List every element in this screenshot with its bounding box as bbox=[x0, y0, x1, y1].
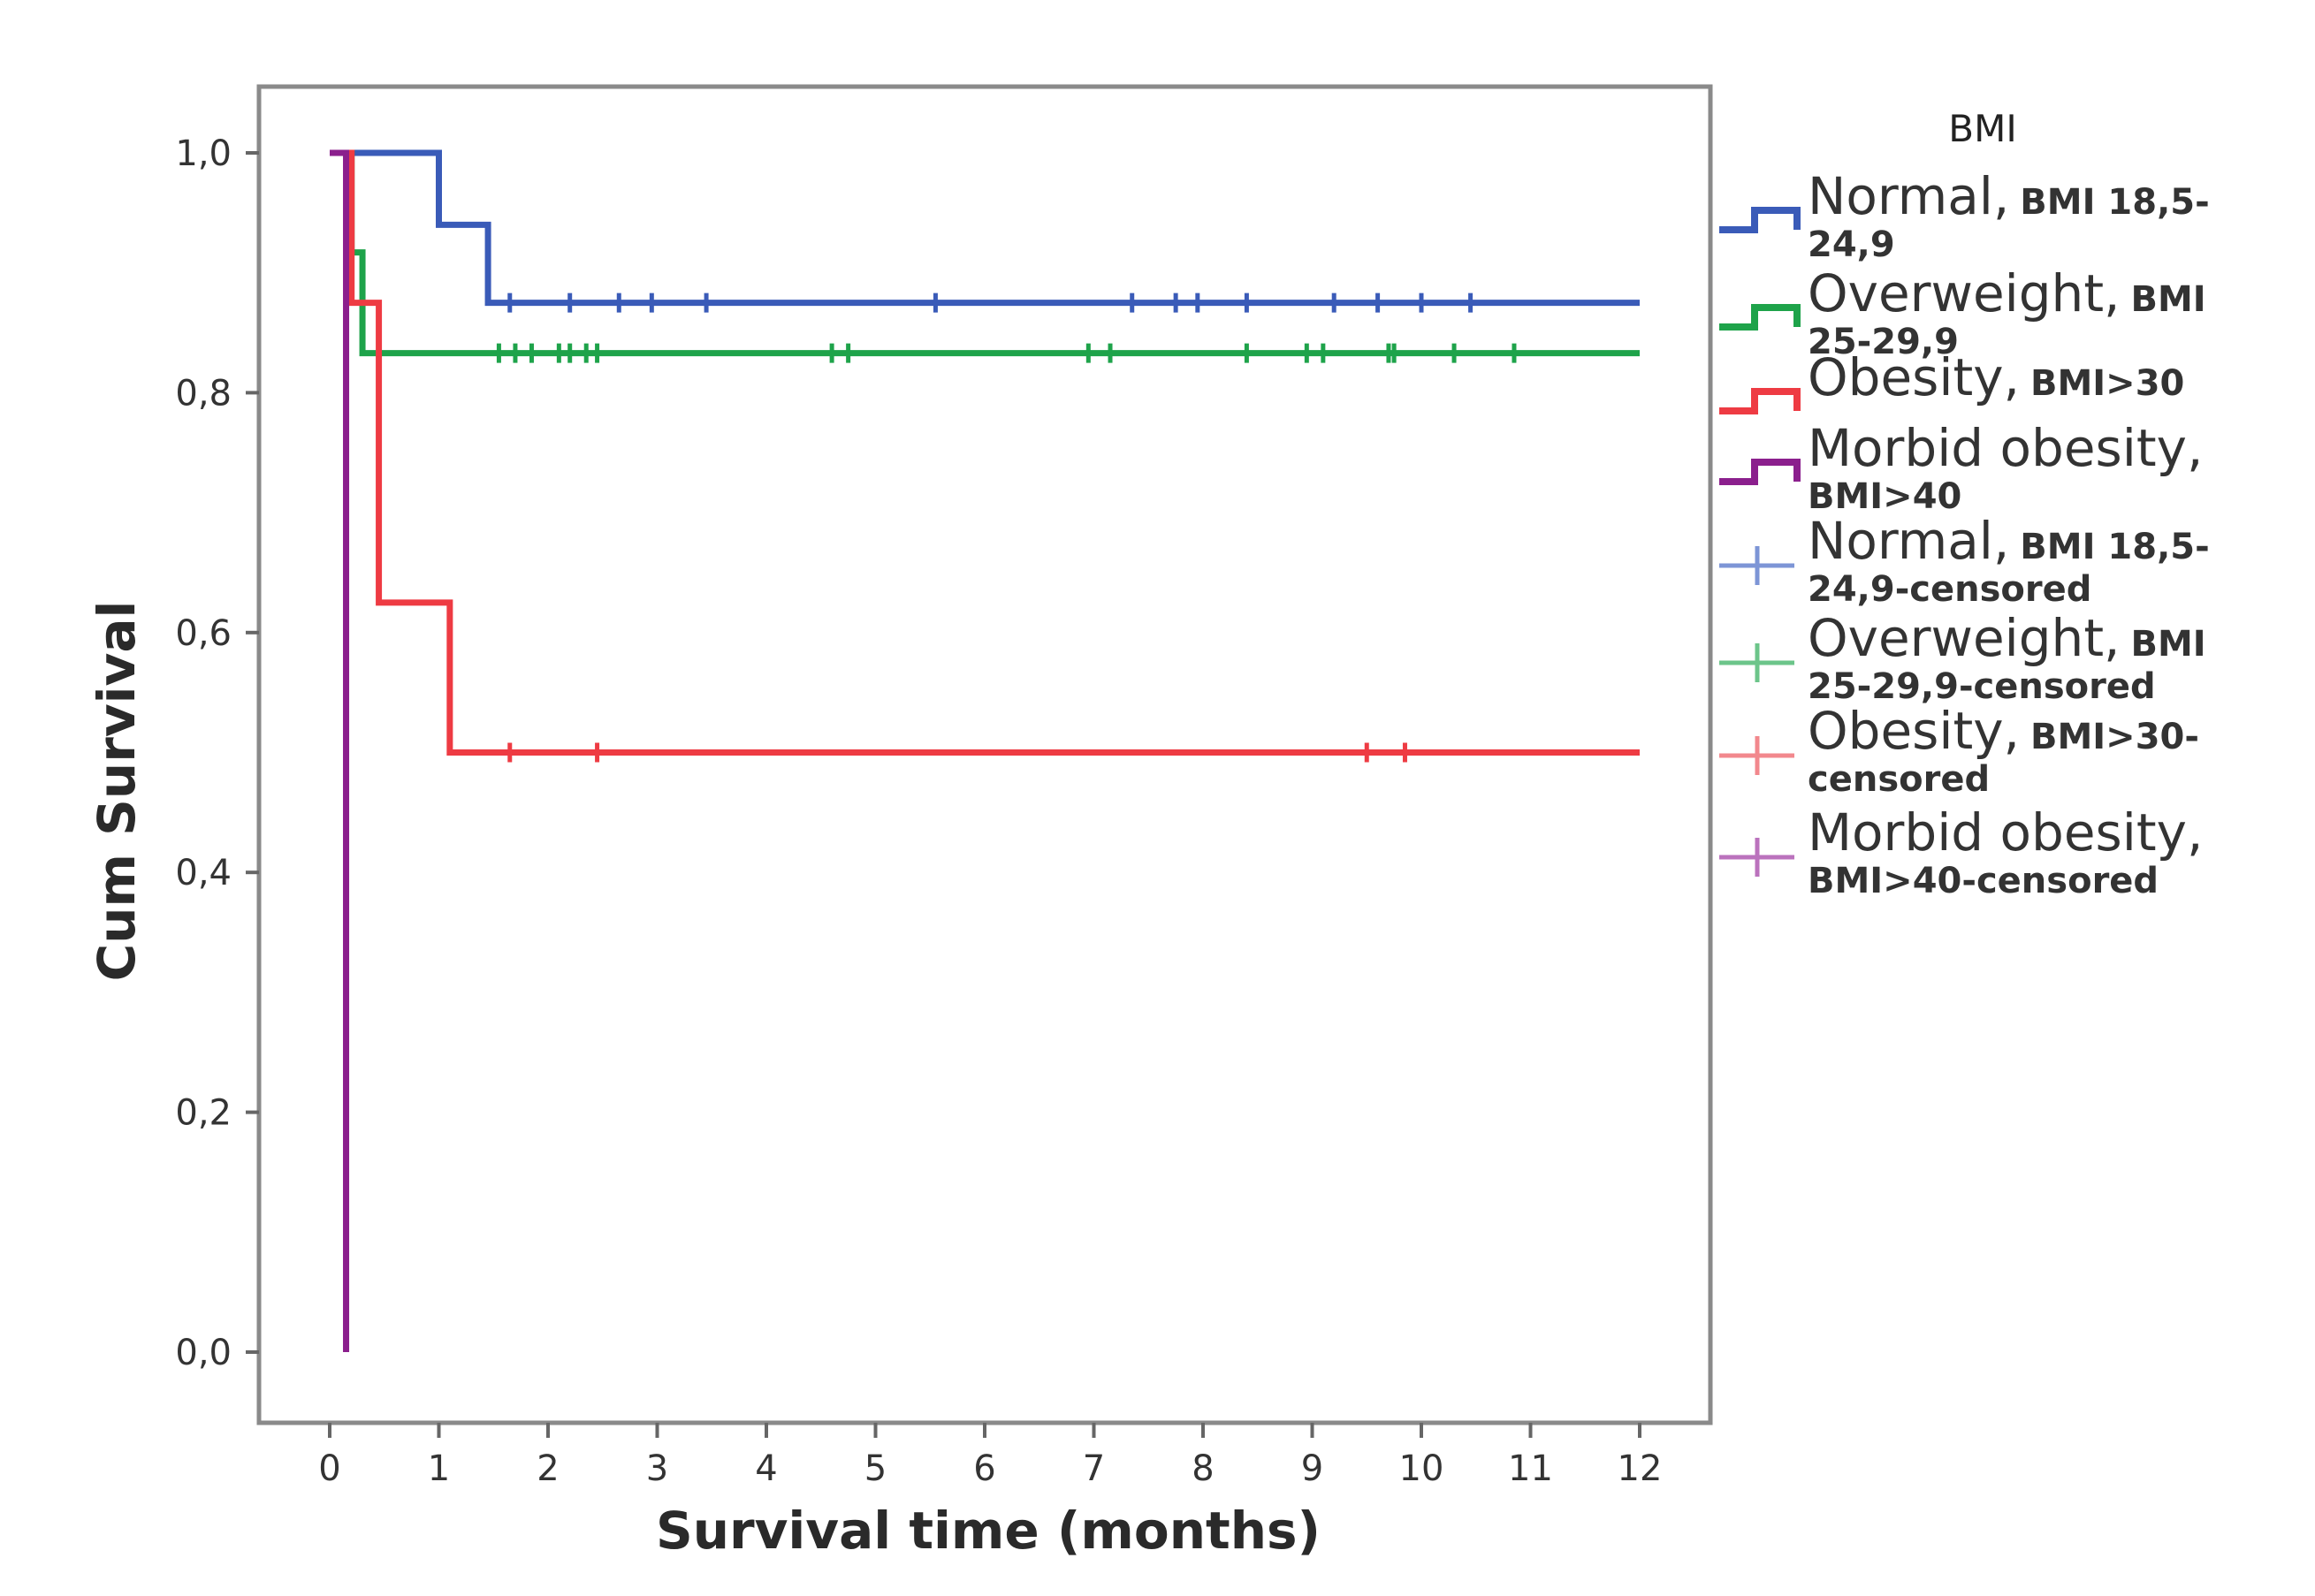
legend-label-second: BMI>40 bbox=[1808, 476, 1961, 517]
y-axis: 0,0 0,2 0,4 0,6 0,8 1,0 bbox=[175, 133, 259, 1373]
legend-entry-morbid-censored: Morbid obesity,BMI>40-censored bbox=[1719, 802, 2203, 901]
legend-label-main: Morbid obesity, bbox=[1808, 802, 2203, 863]
legend-label-main: Obesity, BMI>30 bbox=[1808, 347, 2184, 407]
legend-label-main: Normal, BMI 18,5- bbox=[1808, 166, 2210, 226]
legend-label-main: Overweight, BMI bbox=[1808, 263, 2206, 323]
y-tick-label: 0,0 bbox=[175, 1333, 232, 1373]
y-tick-label: 0,6 bbox=[175, 613, 232, 654]
x-tick-label: 9 bbox=[1301, 1448, 1323, 1489]
survival-line-overweight bbox=[330, 149, 1640, 357]
x-tick-label: 0 bbox=[318, 1448, 340, 1489]
legend-label-second: 24,9-censored bbox=[1808, 569, 2091, 610]
y-tick-label: 0,4 bbox=[175, 853, 232, 893]
legend-label-second: 24,9 bbox=[1808, 224, 1895, 265]
x-tick-label: 4 bbox=[755, 1448, 777, 1489]
legend-label-main: Normal, BMI 18,5- bbox=[1808, 511, 2210, 571]
legend-label-second: 25-29,9 bbox=[1808, 322, 1959, 362]
x-tick-label: 8 bbox=[1192, 1448, 1214, 1489]
legend-label-main: Overweight, BMI bbox=[1808, 608, 2206, 668]
legend-entry-normal-censored: Normal, BMI 18,5-24,9-censored bbox=[1719, 511, 2210, 610]
y-tick-label: 0,2 bbox=[175, 1093, 232, 1134]
legend-label-second: censored bbox=[1808, 759, 1990, 800]
x-tick-label: 3 bbox=[646, 1448, 668, 1489]
x-axis-title: Survival time (months) bbox=[656, 1501, 1321, 1561]
survival-line-morbid bbox=[330, 149, 350, 1352]
legend-label-main: Morbid obesity, bbox=[1808, 418, 2203, 478]
x-tick-label: 7 bbox=[1083, 1448, 1105, 1489]
legend-line-swatch bbox=[1719, 304, 1801, 331]
y-axis-title: Cum Survival bbox=[87, 601, 147, 982]
survival-line-obesity bbox=[330, 149, 1640, 756]
survival-line-normal bbox=[330, 149, 1640, 307]
y-tick-label: 0,8 bbox=[175, 373, 232, 414]
x-tick-label: 5 bbox=[864, 1448, 887, 1489]
x-axis: 0 1 2 3 4 5 6 7 8 9 10 11 12 bbox=[318, 1423, 1662, 1489]
x-tick-label: 1 bbox=[428, 1448, 450, 1489]
x-tick-label: 12 bbox=[1618, 1448, 1663, 1489]
legend-label-main: Obesity, BMI>30- bbox=[1808, 701, 2199, 761]
x-tick-label: 10 bbox=[1399, 1448, 1444, 1489]
legend-entry-obesity: Obesity, BMI>30 bbox=[1719, 347, 2184, 414]
y-tick-label: 1,0 bbox=[175, 133, 232, 174]
legend-title: BMI bbox=[1948, 107, 2016, 150]
legend-label-second: 25-29,9-censored bbox=[1808, 666, 2156, 707]
legend-entry-normal: Normal, BMI 18,5-24,9 bbox=[1719, 166, 2210, 265]
legend-line-swatch bbox=[1719, 388, 1801, 414]
legend-line-swatch bbox=[1719, 459, 1801, 485]
legend-entry-obesity-censored: Obesity, BMI>30-censored bbox=[1719, 701, 2199, 800]
x-tick-label: 2 bbox=[537, 1448, 559, 1489]
legend-line-swatch bbox=[1719, 207, 1801, 233]
series-layer bbox=[330, 149, 1640, 1352]
legend-label-second: BMI>40-censored bbox=[1808, 861, 2159, 901]
x-tick-label: 11 bbox=[1508, 1448, 1553, 1489]
x-tick-label: 6 bbox=[973, 1448, 995, 1489]
legend-entry-morbid: Morbid obesity,BMI>40 bbox=[1719, 418, 2203, 517]
